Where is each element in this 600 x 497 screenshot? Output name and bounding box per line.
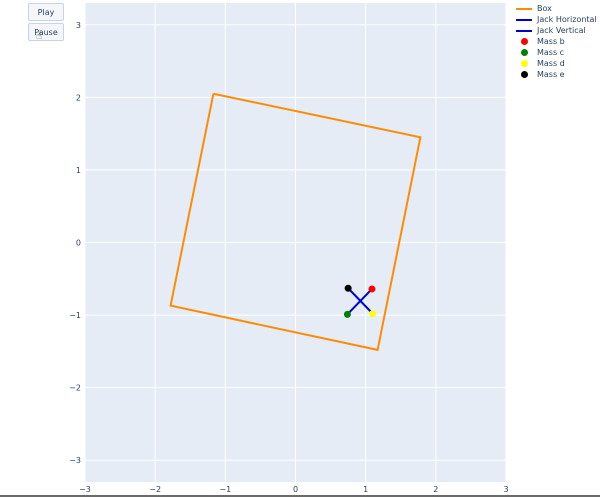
mass-c-marker [343, 310, 351, 318]
legend-label: Mass e [537, 70, 565, 79]
y-tick-label: 1 [76, 166, 81, 175]
legend-swatch [516, 3, 532, 14]
legend-label: Jack Vertical [537, 26, 586, 35]
legend-swatch-mark [521, 49, 528, 56]
x-tick-label: −2 [149, 485, 161, 494]
y-tick-label: 0 [76, 239, 81, 248]
legend-label: Mass d [537, 59, 565, 68]
bottom-divider [0, 495, 600, 497]
legend-swatch-mark [516, 30, 532, 32]
legend: Box Jack Horizontal Jack Vertical Mass b Mas… [516, 3, 597, 80]
jack-horizontal-line [346, 288, 373, 316]
legend-item-mass-b[interactable]: Mass b [516, 36, 597, 47]
legend-swatch [516, 36, 532, 47]
mass-d-marker [369, 310, 377, 318]
legend-item-mass-c[interactable]: Mass c [516, 47, 597, 58]
legend-label: Jack Horizontal [537, 15, 597, 24]
legend-item-mass-e[interactable]: Mass e [516, 69, 597, 80]
pause-button[interactable]: Pause [28, 23, 64, 41]
legend-label: Mass b [537, 37, 565, 46]
legend-swatch-mark [516, 19, 532, 21]
x-tick-label: −1 [219, 485, 231, 494]
x-tick-label: 3 [503, 485, 508, 494]
legend-item-mass-d[interactable]: Mass d [516, 58, 597, 69]
legend-swatch-mark [521, 71, 528, 78]
mass-b-marker [368, 285, 376, 293]
mass-e-marker [344, 284, 352, 292]
y-tick-label: 2 [76, 93, 81, 102]
legend-swatch-mark [521, 38, 528, 45]
y-tick-label: −1 [69, 311, 81, 320]
x-tick-label: 0 [293, 485, 298, 494]
play-button[interactable]: Play [28, 3, 64, 21]
y-tick-label: −2 [69, 384, 81, 393]
legend-swatch-mark [521, 60, 528, 67]
hand-cursor-icon: ☝ [36, 31, 43, 42]
legend-swatch-mark [516, 8, 532, 10]
y-tick-label: −3 [69, 456, 81, 465]
legend-swatch [516, 47, 532, 58]
legend-item-box[interactable]: Box [516, 3, 597, 14]
legend-swatch [516, 14, 532, 25]
x-tick-label: 1 [363, 485, 368, 494]
legend-item-jack-vertical[interactable]: Jack Vertical [516, 25, 597, 36]
legend-swatch [516, 25, 532, 36]
legend-swatch [516, 69, 532, 80]
y-tick-label: 3 [76, 21, 81, 30]
legend-label: Box [537, 4, 552, 13]
legend-label: Mass c [537, 48, 565, 57]
x-tick-label: −3 [79, 485, 91, 494]
box-line [169, 92, 422, 352]
legend-item-jack-horizontal[interactable]: Jack Horizontal [516, 14, 597, 25]
jack-vertical-line [347, 287, 374, 315]
legend-swatch [516, 58, 532, 69]
x-tick-label: 2 [433, 485, 438, 494]
